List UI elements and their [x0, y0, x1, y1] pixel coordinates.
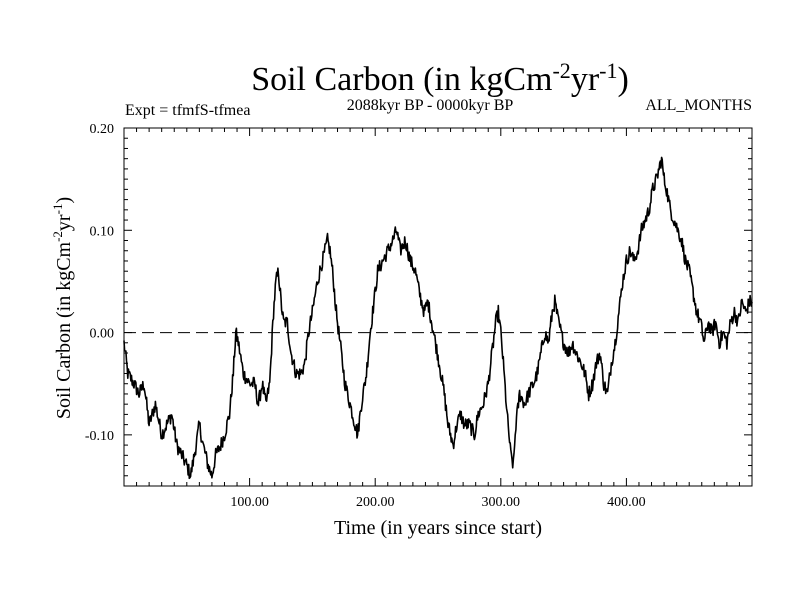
chart-title-sup1: -2	[552, 58, 570, 83]
x-tick-label: 200.00	[356, 495, 395, 510]
y-tick-label: 0.10	[90, 224, 115, 239]
expt-label: Expt = tfmfS-tfmea	[125, 102, 250, 119]
months-label: ALL_MONTHS	[645, 97, 752, 114]
y-tick-label: 0.00	[90, 327, 115, 342]
chart-title-text: Soil Carbon (in kgCm	[251, 61, 552, 98]
y-axis-label: Soil Carbon (in kgCm-2yr-1)	[50, 197, 75, 419]
y-axis-label-mid: yr	[53, 214, 75, 231]
chart-title-end: )	[617, 61, 628, 98]
x-tick-label: 400.00	[607, 495, 646, 510]
y-axis-label-text: Soil Carbon (in kgCm	[53, 241, 75, 419]
y-tick-label: -0.10	[85, 429, 114, 444]
x-tick-label: 100.00	[230, 495, 269, 510]
chart-title-mid: yr	[571, 61, 600, 98]
plot-area: 100.00 200.00 300.00 400.00 -0.10 0.00 0.10 0.2…	[85, 122, 753, 510]
y-axis-label-sup1: -2	[50, 231, 65, 242]
chart-title: Soil Carbon (in kgCm-2yr-1)	[251, 58, 629, 98]
series-line	[123, 156, 753, 480]
period-label: 2088kyr BP - 0000kyr BP	[347, 97, 514, 114]
x-axis-label: Time (in years since start)	[334, 517, 542, 539]
y-axis-label-end: )	[53, 197, 75, 204]
x-tick-label: 300.00	[482, 495, 521, 510]
chart-title-sup2: -1	[599, 58, 617, 83]
y-tick-label: 0.20	[90, 122, 115, 137]
y-axis-label-sup2: -1	[50, 204, 65, 215]
plot-frame	[123, 127, 753, 487]
